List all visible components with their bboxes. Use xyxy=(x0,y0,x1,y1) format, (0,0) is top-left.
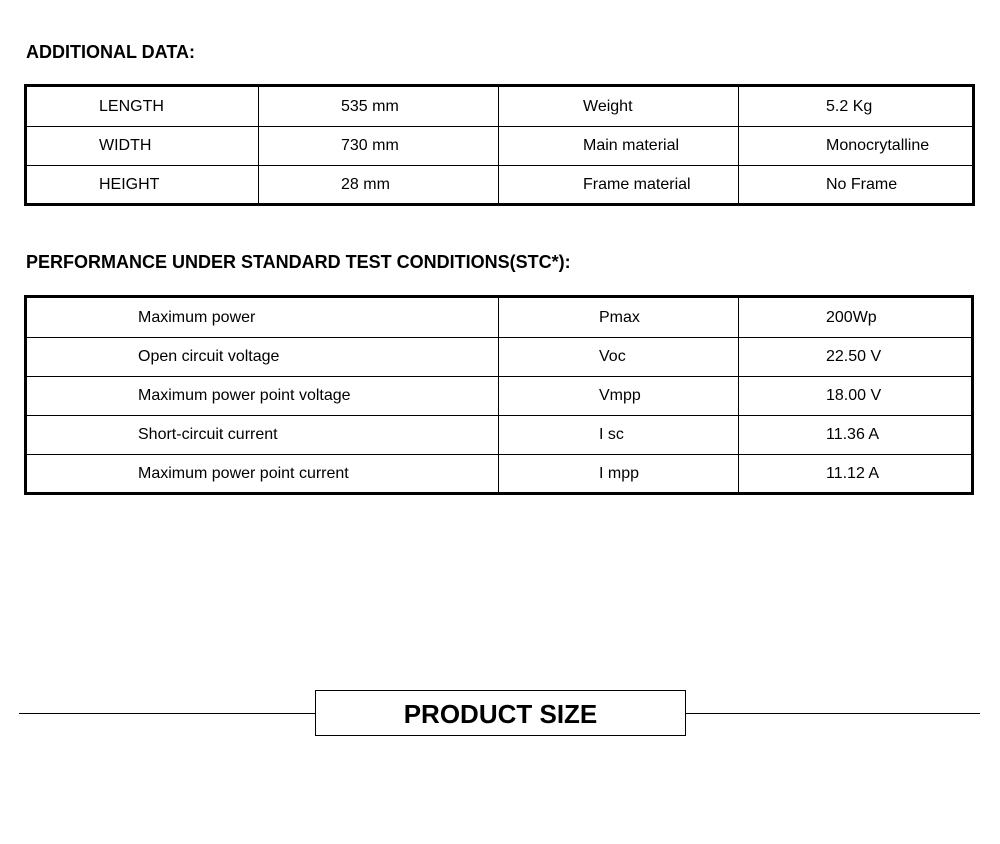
table-row: Maximum power point current I mpp 11.12 A xyxy=(25,454,973,494)
table-cell: 200Wp xyxy=(738,296,973,338)
table-cell: 730 mm xyxy=(258,126,499,166)
table-row: Open circuit voltage Voc 22.50 V xyxy=(25,337,973,377)
table-cell: 18.00 V xyxy=(738,376,973,416)
table-cell: WIDTH xyxy=(25,126,259,166)
table-cell: Short-circuit current xyxy=(25,415,499,455)
table-cell: Maximum power xyxy=(25,296,499,338)
table-row: HEIGHT 28 mm Frame material No Frame xyxy=(25,165,974,205)
table-cell: Pmax xyxy=(498,296,739,338)
table-cell: Vmpp xyxy=(498,376,739,416)
table-cell: Open circuit voltage xyxy=(25,337,499,377)
table-row: Maximum power Pmax 200Wp xyxy=(25,296,973,338)
table-cell: 28 mm xyxy=(258,165,499,205)
table-cell: 535 mm xyxy=(258,85,499,127)
product-size-heading: PRODUCT SIZE xyxy=(315,690,686,736)
table-cell: HEIGHT xyxy=(25,165,259,205)
table-cell: Monocrytalline xyxy=(738,126,974,166)
table-cell: 11.12 A xyxy=(738,454,973,494)
table-row: WIDTH 730 mm Main material Monocrytalline xyxy=(25,126,974,166)
table-cell: No Frame xyxy=(738,165,974,205)
table-cell: 11.36 A xyxy=(738,415,973,455)
table-cell: Maximum power point current xyxy=(25,454,499,494)
table-cell: Main material xyxy=(498,126,739,166)
table-row: Short-circuit current I sc 11.36 A xyxy=(25,415,973,455)
table-row: LENGTH 535 mm Weight 5.2 Kg xyxy=(25,85,974,127)
table-cell: Maximum power point voltage xyxy=(25,376,499,416)
table-cell: 5.2 Kg xyxy=(738,85,974,127)
performance-table: Maximum power Pmax 200Wp Open circuit volta… xyxy=(24,295,974,495)
table-cell: 22.50 V xyxy=(738,337,973,377)
performance-heading: PERFORMANCE UNDER STANDARD TEST CONDITIO… xyxy=(26,252,571,272)
additional-data-table: LENGTH 535 mm Weight 5.2 Kg WIDTH 730 mm Main … xyxy=(24,84,975,206)
table-cell: Voc xyxy=(498,337,739,377)
table-cell: LENGTH xyxy=(25,85,259,127)
table-row: Maximum power point voltage Vmpp 18.00 V xyxy=(25,376,973,416)
table-cell: Weight xyxy=(498,85,739,127)
divider-right xyxy=(685,713,980,714)
additional-data-heading: ADDITIONAL DATA: xyxy=(26,42,195,62)
table-cell: I mpp xyxy=(498,454,739,494)
divider-left xyxy=(19,713,316,714)
table-cell: Frame material xyxy=(498,165,739,205)
table-cell: I sc xyxy=(498,415,739,455)
